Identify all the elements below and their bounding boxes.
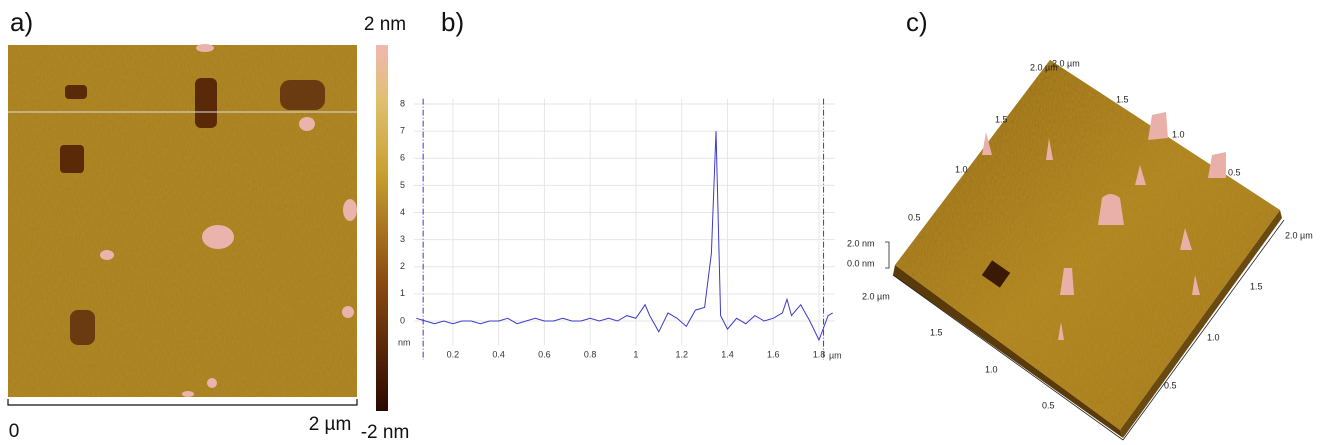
shape bbox=[1192, 275, 1200, 295]
shape bbox=[207, 378, 217, 388]
shape bbox=[1046, 138, 1053, 160]
y-tick-label: 8 bbox=[400, 98, 405, 108]
axis-label: 1.0 bbox=[985, 364, 998, 374]
panel-label: c) bbox=[906, 7, 928, 37]
afm-peaks bbox=[100, 44, 357, 397]
shape bbox=[1135, 165, 1146, 185]
scale-end: 2 µm bbox=[309, 414, 352, 435]
shape bbox=[1180, 228, 1192, 250]
colorbar-max: 2 nm bbox=[364, 14, 406, 35]
shape bbox=[65, 85, 87, 99]
y-axis bbox=[1122, 219, 1285, 441]
axis-label: 0.5 bbox=[1164, 380, 1177, 390]
z-label: 2.0 nm bbox=[847, 238, 875, 248]
shape bbox=[280, 80, 325, 110]
shape bbox=[182, 391, 194, 397]
surface-texture-group bbox=[895, 60, 1280, 430]
axis-label: 0.5 bbox=[1228, 167, 1241, 177]
y-tick-label: 7 bbox=[400, 126, 405, 136]
shape bbox=[60, 145, 84, 173]
x-tick-label: 0.4 bbox=[492, 349, 505, 359]
panel-c: c) 2.0 µm 1.5 1.0 0.5 2.0 µm 1.5 1.0 0.5… bbox=[847, 7, 1313, 441]
y-tick-label: 0 bbox=[400, 315, 405, 325]
shape bbox=[982, 132, 992, 155]
axis-label: 1.5 bbox=[930, 327, 943, 337]
profile-line bbox=[416, 131, 833, 342]
surface-texture bbox=[895, 60, 1280, 430]
shape bbox=[70, 310, 95, 345]
axis-label: 1.5 bbox=[1250, 281, 1263, 291]
colorbar bbox=[376, 45, 388, 411]
axis-label: 2.0 µm bbox=[1052, 58, 1080, 68]
shape bbox=[196, 44, 214, 52]
x-tick-label: 1.2 bbox=[675, 349, 688, 359]
y-unit: nm bbox=[398, 337, 411, 347]
axis-label: 1.5 bbox=[995, 114, 1008, 124]
shape bbox=[1058, 322, 1064, 340]
axis-label: 2.0 µm bbox=[1285, 230, 1313, 240]
axis-label: 1.0 bbox=[1172, 129, 1185, 139]
y-tick-label: 2 bbox=[400, 261, 405, 271]
z-label: 0.0 nm bbox=[847, 258, 875, 268]
shape bbox=[100, 250, 114, 260]
x-tick-label: 1.4 bbox=[721, 349, 734, 359]
surface-pit bbox=[981, 260, 1011, 288]
x-tick-label: 0.2 bbox=[447, 349, 460, 359]
axis-label: 1.0 bbox=[1207, 332, 1220, 342]
shape bbox=[1098, 194, 1124, 225]
y-tick-label: 1 bbox=[400, 288, 405, 298]
surface-peaks bbox=[982, 112, 1226, 340]
x-axis bbox=[892, 274, 1124, 441]
y-tick-label: 4 bbox=[400, 207, 405, 217]
axis-label: 0.5 bbox=[1042, 400, 1055, 410]
surface-side bbox=[893, 265, 1123, 438]
shape bbox=[202, 225, 234, 249]
panel-label: b) bbox=[441, 7, 464, 37]
axis-label: 0.5 bbox=[908, 212, 921, 222]
shape bbox=[343, 199, 357, 221]
shape bbox=[1060, 268, 1074, 295]
panel-label: a) bbox=[10, 7, 33, 37]
shape bbox=[195, 78, 217, 128]
axis-label: 2.0 µm bbox=[1030, 62, 1058, 72]
surface-side bbox=[1120, 210, 1282, 438]
x-tick-label: 0.8 bbox=[584, 349, 597, 359]
axis-label: 1.0 bbox=[955, 164, 968, 174]
x-tick-label: 1 bbox=[633, 349, 638, 359]
axis-label: 2.0 µm bbox=[862, 291, 890, 301]
x-tick-label: 0.6 bbox=[538, 349, 551, 359]
plot-area bbox=[414, 98, 835, 346]
panel-a: a) 2 nm -2 nm 0 2 µm bbox=[7, 7, 410, 443]
shape bbox=[299, 117, 315, 131]
shape bbox=[342, 306, 354, 318]
y-tick-label: 6 bbox=[400, 153, 405, 163]
shape bbox=[1208, 152, 1226, 178]
x-tick-label: 1.8 bbox=[813, 349, 826, 359]
colorbar-min: -2 nm bbox=[361, 422, 410, 443]
x-tick-label: 1.6 bbox=[767, 349, 780, 359]
afm-features bbox=[60, 78, 325, 345]
shape bbox=[1148, 112, 1168, 140]
y-tick-label: 5 bbox=[400, 180, 405, 190]
y-tick-label: 3 bbox=[400, 234, 405, 244]
axis-label: 1.5 bbox=[1116, 94, 1129, 104]
scale-bar bbox=[7, 399, 358, 406]
z-axis bbox=[885, 241, 890, 269]
panel-b: b) nm µm 0 1 2 3 4 5 6 7 8 0.2 0.4 0.6 0.8 1 1.2 1.4 1.6… bbox=[398, 7, 842, 361]
x-unit: µm bbox=[829, 350, 842, 360]
scale-start: 0 bbox=[9, 421, 20, 442]
